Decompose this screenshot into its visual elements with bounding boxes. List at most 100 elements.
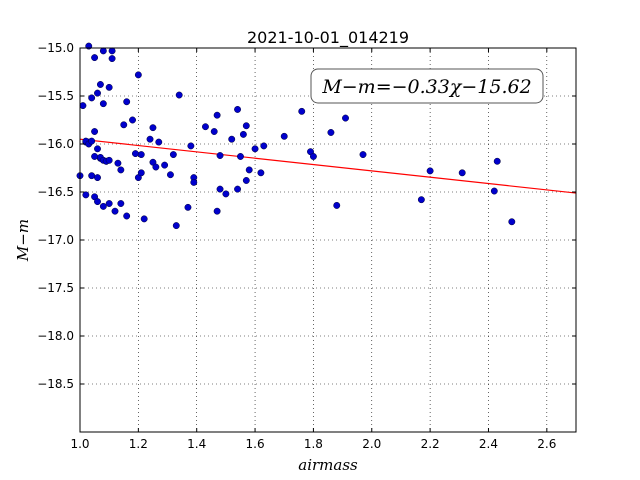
data-point bbox=[172, 222, 180, 230]
x-tick-label: 1.4 bbox=[187, 437, 206, 451]
data-point bbox=[99, 202, 107, 210]
y-tick-label: −16.5 bbox=[37, 185, 74, 199]
data-point bbox=[213, 111, 221, 119]
data-point bbox=[237, 153, 244, 160]
data-point bbox=[99, 100, 107, 108]
data-point bbox=[359, 151, 367, 159]
data-point bbox=[117, 200, 125, 207]
data-point bbox=[94, 174, 101, 182]
data-point bbox=[222, 190, 230, 198]
data-point bbox=[228, 135, 236, 143]
data-point bbox=[120, 121, 128, 129]
data-point bbox=[137, 169, 145, 177]
data-point bbox=[251, 145, 259, 153]
data-point bbox=[94, 145, 101, 153]
data-point bbox=[426, 167, 434, 175]
data-point bbox=[417, 196, 425, 204]
y-axis-label: M−m bbox=[14, 219, 32, 262]
data-points bbox=[76, 42, 516, 230]
data-point bbox=[88, 137, 96, 145]
data-point bbox=[149, 124, 157, 132]
data-point bbox=[123, 212, 131, 220]
y-tick-label: −15.0 bbox=[37, 41, 74, 55]
data-point bbox=[309, 153, 317, 160]
fit-equation-box: M−m=−0.33χ−15.62 bbox=[310, 68, 544, 104]
y-tick-label: −18.5 bbox=[37, 377, 74, 391]
data-point bbox=[342, 114, 349, 122]
chart-title: 2021-10-01_014219 bbox=[247, 28, 409, 48]
x-tick-label: 2.2 bbox=[421, 437, 440, 451]
data-point bbox=[152, 163, 160, 171]
data-point bbox=[108, 55, 116, 63]
data-point bbox=[202, 123, 209, 131]
y-tick-label: −16.0 bbox=[37, 137, 74, 151]
data-point bbox=[184, 203, 192, 211]
data-point bbox=[96, 81, 104, 88]
data-point bbox=[260, 142, 268, 150]
data-point bbox=[123, 98, 131, 106]
data-point bbox=[94, 89, 101, 97]
data-point bbox=[239, 130, 247, 138]
data-point bbox=[114, 159, 122, 167]
x-tick-label: 1.6 bbox=[246, 437, 265, 451]
data-point bbox=[242, 122, 250, 130]
data-point bbox=[327, 129, 335, 136]
data-point bbox=[146, 135, 154, 143]
data-point bbox=[79, 102, 87, 110]
data-point bbox=[117, 166, 125, 174]
data-point bbox=[166, 171, 174, 179]
data-point bbox=[105, 156, 113, 164]
data-point bbox=[169, 151, 177, 159]
fit-equation-frame bbox=[310, 68, 544, 104]
data-point bbox=[458, 169, 466, 177]
data-point bbox=[161, 161, 169, 169]
data-point bbox=[108, 47, 116, 55]
data-point bbox=[280, 132, 288, 140]
y-tick-label: −17.5 bbox=[37, 281, 74, 295]
data-point bbox=[82, 191, 90, 199]
data-point bbox=[137, 151, 145, 159]
fit-line bbox=[79, 138, 577, 194]
y-tick-label: −17.0 bbox=[37, 233, 74, 247]
data-point bbox=[490, 187, 498, 195]
data-point bbox=[508, 218, 516, 226]
data-point bbox=[88, 94, 96, 102]
x-tick-label: 1.8 bbox=[304, 437, 323, 451]
data-point bbox=[155, 138, 163, 146]
data-point bbox=[131, 150, 139, 158]
data-point bbox=[493, 157, 501, 165]
y-tick-label: −18.0 bbox=[37, 329, 74, 343]
data-point bbox=[210, 128, 218, 135]
x-axis-label: airmass bbox=[298, 456, 358, 474]
data-point bbox=[175, 91, 183, 99]
x-tick-label: 2.4 bbox=[479, 437, 498, 451]
data-point bbox=[105, 83, 113, 91]
data-point bbox=[134, 71, 142, 79]
data-point bbox=[216, 185, 224, 193]
data-point bbox=[234, 105, 242, 113]
y-tick-label: −15.5 bbox=[37, 89, 74, 103]
data-point bbox=[105, 200, 113, 207]
fit-line-group bbox=[79, 138, 577, 194]
x-tick-label: 1.0 bbox=[70, 437, 89, 451]
x-axis: 1.0 1.2 1.4 1.6 1.8 2.0 2.2 2.4 2.6 bbox=[70, 48, 556, 451]
data-point bbox=[187, 142, 195, 150]
data-point bbox=[91, 128, 99, 135]
data-point bbox=[99, 47, 107, 55]
data-point bbox=[88, 172, 96, 180]
data-point bbox=[213, 207, 221, 215]
data-point bbox=[333, 201, 341, 209]
data-point bbox=[140, 215, 148, 223]
data-point bbox=[245, 166, 253, 174]
data-point bbox=[91, 153, 99, 160]
data-point bbox=[94, 198, 101, 206]
fit-equation: M−m=−0.33χ−15.62 bbox=[321, 76, 531, 98]
data-point bbox=[216, 152, 224, 159]
x-tick-label: 2.0 bbox=[362, 437, 381, 451]
y-axis: −15.0 −15.5 −16.0 −16.5 −17.0 −17.5 −18.0 −18.5 bbox=[37, 41, 576, 391]
data-point bbox=[91, 54, 99, 62]
x-tick-label: 2.6 bbox=[537, 437, 556, 451]
data-point bbox=[234, 185, 242, 193]
data-point bbox=[111, 207, 119, 215]
